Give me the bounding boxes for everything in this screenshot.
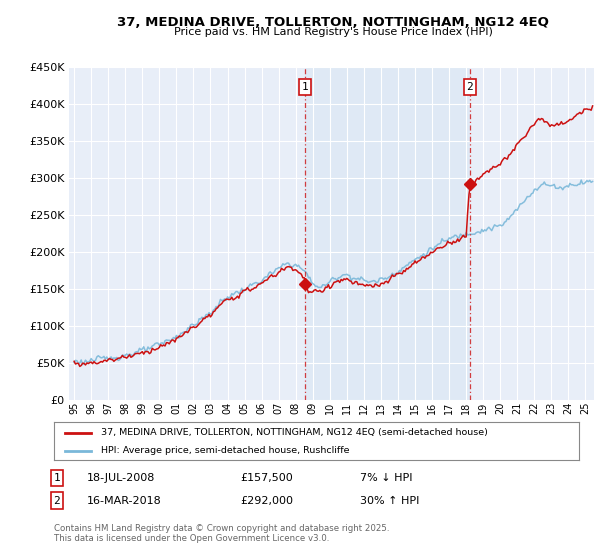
Text: Contains HM Land Registry data © Crown copyright and database right 2025.
This d: Contains HM Land Registry data © Crown c… — [54, 524, 389, 543]
Text: HPI: Average price, semi-detached house, Rushcliffe: HPI: Average price, semi-detached house,… — [101, 446, 350, 455]
Text: 30% ↑ HPI: 30% ↑ HPI — [360, 496, 419, 506]
Text: £157,500: £157,500 — [240, 473, 293, 483]
Text: 18-JUL-2008: 18-JUL-2008 — [87, 473, 155, 483]
Text: 1: 1 — [53, 473, 61, 483]
Bar — [305, 67, 470, 400]
Text: 7% ↓ HPI: 7% ↓ HPI — [360, 473, 413, 483]
Text: 16-MAR-2018: 16-MAR-2018 — [87, 496, 162, 506]
Text: £292,000: £292,000 — [240, 496, 293, 506]
Text: Price paid vs. HM Land Registry's House Price Index (HPI): Price paid vs. HM Land Registry's House … — [173, 27, 493, 37]
Text: 37, MEDINA DRIVE, TOLLERTON, NOTTINGHAM, NG12 4EQ (semi-detached house): 37, MEDINA DRIVE, TOLLERTON, NOTTINGHAM,… — [101, 428, 488, 437]
Text: 1: 1 — [302, 82, 308, 92]
Text: 37, MEDINA DRIVE, TOLLERTON, NOTTINGHAM, NG12 4EQ: 37, MEDINA DRIVE, TOLLERTON, NOTTINGHAM,… — [117, 16, 549, 29]
Text: 2: 2 — [53, 496, 61, 506]
Text: 2: 2 — [466, 82, 473, 92]
